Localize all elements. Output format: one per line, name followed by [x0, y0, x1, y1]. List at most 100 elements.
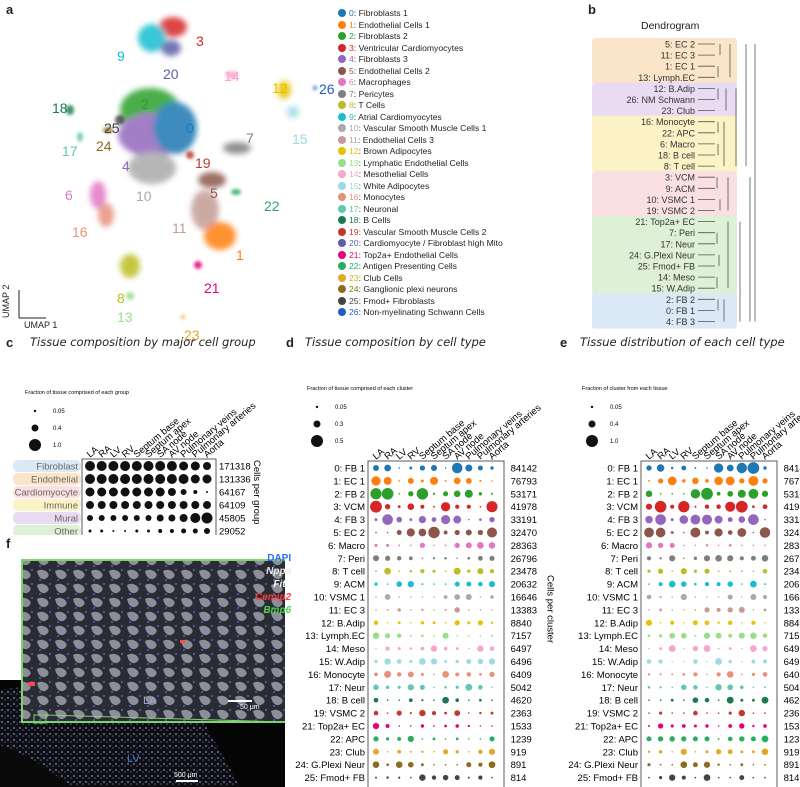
legend-number: 8: [349, 100, 354, 110]
dotplot-dot: [681, 736, 687, 742]
umap-label-23: 23: [184, 327, 200, 343]
tissue-header: Pulmonary arteries: [475, 402, 543, 462]
dotplot-dot: [407, 761, 414, 768]
dotplot-dot: [714, 476, 723, 486]
dotplot-dot: [179, 514, 188, 522]
dotplot-dot: [706, 596, 708, 598]
legend-swatch: [338, 20, 346, 29]
dotplot-dot: [467, 724, 470, 728]
panel-label-b: b: [588, 2, 596, 17]
dotplot-dot: [716, 491, 721, 496]
dotplot-dot: [490, 595, 494, 599]
dotplot-dot: [728, 659, 732, 664]
legend-item: 25: Fmod+ Fibroblasts: [338, 296, 435, 306]
dotplot-dot: [468, 738, 470, 740]
dotplot-dot: [706, 673, 708, 676]
cluster-count: 7157: [511, 631, 532, 642]
legend-swatch: [338, 78, 346, 86]
dotplot-dot: [648, 647, 650, 650]
umap-label-24: 24: [96, 138, 112, 154]
legend-text: Endothelial Cells 2: [358, 65, 430, 76]
dotplot-dot: [409, 544, 412, 547]
legend-swatch: [338, 193, 346, 201]
dotplot-dot: [155, 474, 166, 484]
dotplot-dot: [489, 646, 495, 651]
legend-separator: :: [358, 272, 364, 283]
dotplot-dot: [750, 594, 757, 600]
dotplot-dot: [763, 659, 767, 664]
dotplot-dot: [384, 594, 391, 600]
dotplot-dot: [739, 685, 744, 690]
umap-cluster-3: [159, 17, 187, 37]
umap-axis-y: UMAP 2: [1, 284, 11, 318]
dotplot-dot: [647, 569, 651, 573]
dotplot-dot: [647, 673, 651, 676]
dotplot-dot: [120, 461, 131, 471]
cluster-label: 0: FB 1: [607, 464, 638, 475]
umap-label-4: 4: [122, 158, 130, 174]
dotplot-dot: [144, 487, 153, 497]
umap-label-22: 22: [264, 198, 280, 214]
dotplot-dot: [88, 529, 92, 533]
dotplot-dot: [752, 712, 755, 714]
dotplot-dot: [386, 712, 389, 714]
umap-label-5: 5: [210, 185, 218, 201]
dotplot-dot: [442, 670, 450, 678]
legend-swatch: [338, 66, 346, 75]
dotplot-dot: [648, 699, 650, 701]
legend-swatch: [338, 285, 346, 293]
dotplot-dot: [120, 487, 130, 497]
dotplot-dot: [108, 474, 119, 484]
legend-swatch: [338, 112, 346, 121]
dotplot-dot: [453, 567, 461, 575]
legend-item: 3: Ventricular Cardiomyocytes: [338, 43, 463, 53]
cluster-label: 18: B cell: [326, 696, 365, 707]
cluster-count: 6496: [784, 657, 800, 668]
dotplot-dot: [410, 609, 412, 611]
legend-text: White Adipocytes: [363, 180, 430, 191]
legend-number: 23: [349, 272, 359, 283]
label-lv: LV: [127, 753, 140, 765]
dotplot-dot: [727, 555, 734, 562]
dotplot-dot: [421, 634, 424, 637]
dotplot-dot: [713, 463, 724, 473]
panel-c-title: Tissue composition by major cell group: [30, 335, 256, 349]
dotplot-dot: [682, 673, 686, 676]
dotplot-dot: [761, 748, 769, 756]
legend-text: Brown Adipocytes: [363, 146, 432, 156]
size-legend-title: Fraction of tissue comprised of each gro…: [25, 390, 129, 396]
dotplot-dot: [384, 567, 391, 575]
dendrogram-leaf-label: 7: Peri: [669, 228, 695, 238]
dendrogram-leaf-label: 16: Monocyte: [641, 117, 695, 127]
dotplot-dot: [181, 528, 187, 534]
dendrogram-group-bg: [592, 82, 737, 118]
dotplot-dot: [741, 647, 743, 650]
dotplot-dot: [466, 581, 472, 587]
dotplot-dot: [468, 699, 470, 701]
dotplot-dot: [444, 763, 447, 766]
dotplot-dot: [759, 527, 771, 538]
dotplot-dot: [410, 725, 412, 727]
dotplot-dot: [108, 487, 118, 497]
dotplot-dot: [375, 647, 377, 650]
dotplot-dot: [752, 570, 755, 572]
dotplot-dot: [455, 698, 460, 703]
legend-item: 6: Macrophages: [338, 77, 411, 87]
legend-swatch: [338, 181, 346, 190]
dotplot-dot: [455, 724, 459, 728]
dotplot-dot: [464, 489, 473, 498]
cluster-label: 16: Monocyte: [308, 670, 365, 681]
dotplot-dot: [657, 736, 664, 742]
dotplot-dot: [386, 622, 389, 624]
dotplot-dot: [670, 531, 674, 534]
dotplot-dot: [419, 709, 426, 717]
umap-cluster-12: [277, 81, 291, 99]
legend-separator: :: [358, 203, 364, 214]
dotplot-dot: [763, 466, 767, 470]
dotplot-dot: [739, 478, 745, 484]
legend-number: 24: [349, 284, 359, 294]
dotplot-dot: [409, 518, 413, 522]
dotplot-dot: [764, 776, 766, 779]
dotplot-dot: [409, 634, 412, 637]
group-label: Cardiomyocyte: [15, 488, 78, 499]
